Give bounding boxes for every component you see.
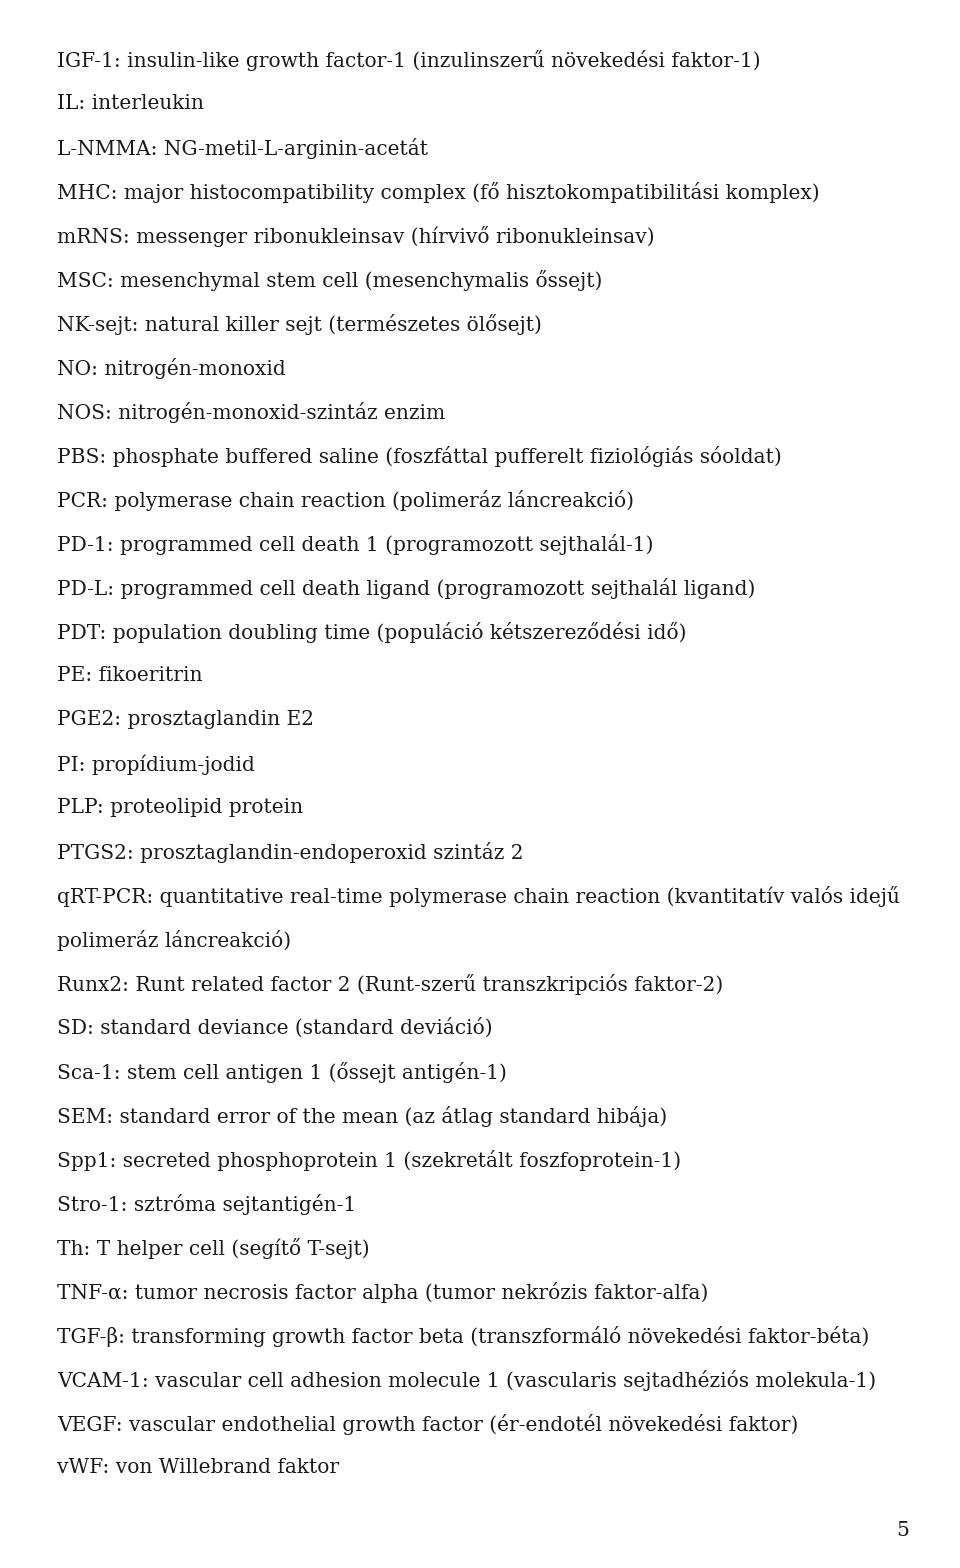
- Text: IGF-1: insulin-like growth factor-1 (inzulinszerű növekedési faktor-1): IGF-1: insulin-like growth factor-1 (inz…: [57, 50, 760, 71]
- Text: Sca-1: stem cell antigen 1 (őssejt antigén-1): Sca-1: stem cell antigen 1 (őssejt antig…: [57, 1062, 507, 1083]
- Text: PCR: polymerase chain reaction (polimeráz láncreakció): PCR: polymerase chain reaction (polimerá…: [57, 491, 634, 511]
- Text: PDT: population doubling time (populáció kétszereződési idő): PDT: population doubling time (populáció…: [57, 622, 686, 643]
- Text: TGF-β: transforming growth factor beta (transzformáló növekedési faktor-béta): TGF-β: transforming growth factor beta (…: [57, 1327, 870, 1347]
- Text: PLP: proteolipid protein: PLP: proteolipid protein: [57, 798, 303, 817]
- Text: mRNS: messenger ribonukleinsav (hírvivő ribonukleinsav): mRNS: messenger ribonukleinsav (hírvivő …: [57, 226, 655, 248]
- Text: polimeráz láncreakció): polimeráz láncreakció): [57, 930, 291, 952]
- Text: PGE2: prosztaglandin E2: PGE2: prosztaglandin E2: [57, 710, 314, 729]
- Text: PD-L: programmed cell death ligand (programozott sejthalál ligand): PD-L: programmed cell death ligand (prog…: [57, 579, 756, 599]
- Text: Stro-1: sztróma sejtantigén-1: Stro-1: sztróma sejtantigén-1: [57, 1193, 356, 1215]
- Text: MSC: mesenchymal stem cell (mesenchymalis őssejt): MSC: mesenchymal stem cell (mesenchymali…: [57, 270, 602, 292]
- Text: TNF-α: tumor necrosis factor alpha (tumor nekrózis faktor-alfa): TNF-α: tumor necrosis factor alpha (tumo…: [57, 1283, 708, 1303]
- Text: L-NMMA: NG-metil-L-arginin-acetát: L-NMMA: NG-metil-L-arginin-acetát: [57, 138, 428, 158]
- Text: PTGS2: prosztaglandin-endoperoxid szintáz 2: PTGS2: prosztaglandin-endoperoxid szintá…: [57, 842, 523, 862]
- Text: NO: nitrogén-monoxid: NO: nitrogén-monoxid: [57, 358, 286, 379]
- Text: SD: standard deviance (standard deviáció): SD: standard deviance (standard deviáció…: [57, 1018, 492, 1038]
- Text: NK-sejt: natural killer sejt (természetes ölősejt): NK-sejt: natural killer sejt (természete…: [57, 314, 541, 336]
- Text: VCAM-1: vascular cell adhesion molecule 1 (vascularis sejtadhéziós molekula-1): VCAM-1: vascular cell adhesion molecule …: [57, 1370, 876, 1391]
- Text: IL: interleukin: IL: interleukin: [57, 94, 204, 113]
- Text: PD-1: programmed cell death 1 (programozott sejthalál-1): PD-1: programmed cell death 1 (programoz…: [57, 535, 654, 555]
- Text: Th: T helper cell (segítő T-sejt): Th: T helper cell (segítő T-sejt): [57, 1239, 370, 1259]
- Text: NOS: nitrogén-monoxid-szintáz enzim: NOS: nitrogén-monoxid-szintáz enzim: [57, 401, 445, 423]
- Text: vWF: von Willebrand faktor: vWF: von Willebrand faktor: [57, 1458, 339, 1477]
- Text: 5: 5: [897, 1521, 909, 1540]
- Text: PBS: phosphate buffered saline (foszfáttal pufferelt fiziológiás sóoldat): PBS: phosphate buffered saline (foszfátt…: [57, 445, 781, 467]
- Text: Spp1: secreted phosphoprotein 1 (szekretált foszfoprotein-1): Spp1: secreted phosphoprotein 1 (szekret…: [57, 1149, 682, 1171]
- Text: MHC: major histocompatibility complex (fő hisztokompatibilitási komplex): MHC: major histocompatibility complex (f…: [57, 182, 820, 202]
- Text: PI: propídium-jodid: PI: propídium-jodid: [57, 754, 254, 775]
- Text: qRT-PCR: quantitative real-time polymerase chain reaction (kvantitatív valós ide: qRT-PCR: quantitative real-time polymera…: [57, 886, 900, 906]
- Text: SEM: standard error of the mean (az átlag standard hibája): SEM: standard error of the mean (az átla…: [57, 1105, 667, 1127]
- Text: VEGF: vascular endothelial growth factor (ér-endotél növekedési faktor): VEGF: vascular endothelial growth factor…: [57, 1414, 799, 1435]
- Text: Runx2: Runt related factor 2 (Runt-szerű transzkripciós faktor-2): Runx2: Runt related factor 2 (Runt-szerű…: [57, 974, 723, 996]
- Text: PE: fikoeritrin: PE: fikoeritrin: [57, 666, 203, 685]
